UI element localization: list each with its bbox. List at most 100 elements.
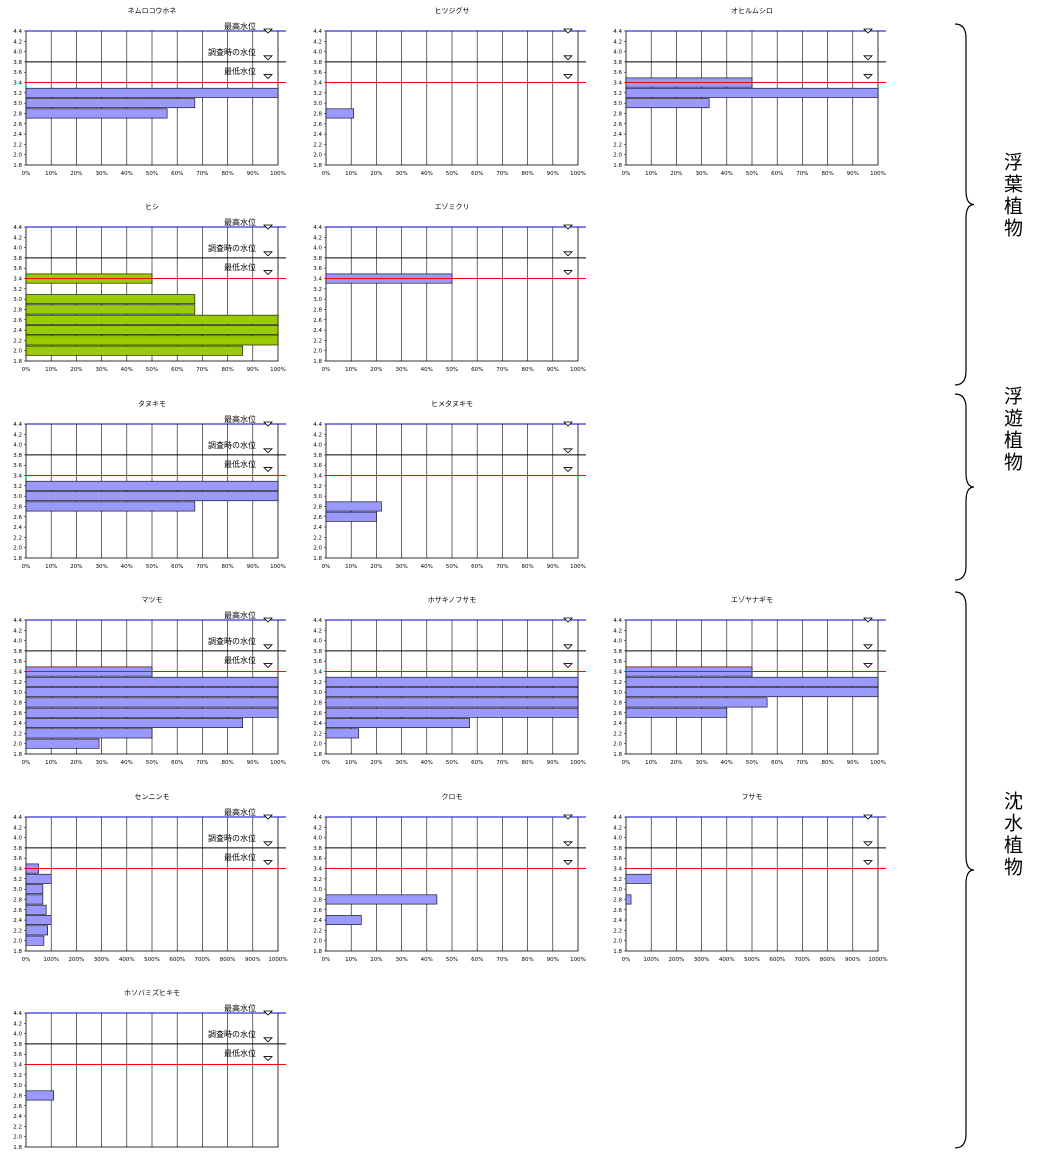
- level-marker-icon: [263, 841, 273, 847]
- chart-title: ホソバミズヒキモ: [124, 988, 180, 997]
- y-tick-label: 2.8: [613, 111, 622, 117]
- bar: [25, 294, 196, 305]
- charts-layer: 1.8 2.0 2.2 2.4 2.6 2.8 3.0 3.2 3.4 3.6 3.8 4.0 4.2 4…: [13, 6, 887, 1151]
- x-tick-label: 100%: [570, 957, 586, 963]
- x-tick-label: 30%: [395, 760, 407, 766]
- y-tick-label: 3.4: [13, 670, 22, 676]
- bar: [325, 728, 360, 739]
- level-marker-icon: [263, 224, 273, 230]
- y-tick-label: 3.8: [13, 256, 22, 262]
- y-tick-label: 4.0: [313, 639, 322, 645]
- bar: [625, 697, 768, 708]
- x-tick-label: 90%: [547, 171, 559, 177]
- max-level-label: 最高水位: [224, 21, 256, 31]
- x-tick-label: 60%: [171, 760, 183, 766]
- x-tick-label: 30%: [395, 367, 407, 373]
- x-tick-label: 50%: [146, 367, 158, 373]
- level-marker-icon: [563, 421, 573, 427]
- x-tick-label: 30%: [395, 171, 407, 177]
- x-tick-label: 20%: [370, 957, 382, 963]
- x-tick-label: 600%: [769, 957, 785, 963]
- bar: [325, 676, 579, 687]
- chart-title: エゾヤナギモ: [731, 596, 773, 604]
- x-tick-label: 20%: [370, 760, 382, 766]
- y-tick-label: 2.0: [613, 153, 622, 159]
- level-marker-icon: [863, 28, 873, 34]
- y-tick-label: 3.6: [13, 856, 22, 862]
- level-marker-icon: [563, 860, 573, 866]
- x-tick-label: 30%: [95, 367, 107, 373]
- x-tick-label: 70%: [496, 957, 508, 963]
- x-tick-label: 10%: [645, 171, 657, 177]
- y-tick-label: 2.8: [613, 700, 622, 706]
- bar: [625, 676, 879, 687]
- y-tick-label: 1.8: [313, 359, 322, 365]
- y-tick-label: 1.8: [313, 163, 322, 169]
- y-tick-label: 3.4: [613, 81, 622, 87]
- y-tick-label: 2.8: [13, 700, 22, 706]
- level-marker-icon: [263, 270, 273, 276]
- y-tick-label: 4.4: [613, 815, 622, 821]
- x-tick-label: 20%: [70, 760, 82, 766]
- x-tick-label: 80%: [821, 171, 833, 177]
- x-tick-label: 50%: [446, 564, 458, 570]
- y-tick-label: 2.6: [313, 515, 322, 521]
- level-marker-icon: [263, 663, 273, 669]
- x-tick-label: 20%: [70, 171, 82, 177]
- x-tick-label: 50%: [446, 367, 458, 373]
- survey-level-label: 調査時の水位: [208, 440, 256, 450]
- y-tick-label: 4.2: [13, 1021, 22, 1027]
- bar: [25, 904, 47, 915]
- bar: [25, 935, 45, 946]
- y-tick-label: 3.4: [13, 1063, 22, 1069]
- bar: [25, 491, 279, 502]
- x-tick-label: 0%: [22, 367, 31, 373]
- survey-level-label: 調査時の水位: [208, 636, 256, 646]
- level-marker-icon: [263, 644, 273, 650]
- x-tick-label: 100%: [270, 171, 286, 177]
- x-tick-label: 70%: [796, 171, 808, 177]
- y-tick-label: 2.2: [13, 142, 22, 148]
- chart-title: ヒシ: [145, 203, 159, 211]
- x-tick-label: 100%: [570, 367, 586, 373]
- y-tick-label: 4.4: [313, 618, 322, 624]
- y-tick-label: 3.4: [613, 867, 622, 873]
- y-tick-label: 2.4: [313, 328, 322, 334]
- min-level-label: 最低水位: [224, 262, 256, 272]
- y-tick-label: 2.8: [313, 897, 322, 903]
- x-tick-label: 0%: [22, 171, 31, 177]
- x-tick-label: 20%: [670, 760, 682, 766]
- x-tick-label: 0%: [622, 760, 631, 766]
- bracket-floating-leaf: [954, 23, 975, 386]
- y-tick-label: 3.2: [13, 680, 22, 686]
- y-tick-label: 2.4: [313, 132, 322, 138]
- x-tick-label: 100%: [570, 564, 586, 570]
- y-tick-label: 3.6: [313, 266, 322, 272]
- x-tick-label: 0%: [622, 957, 631, 963]
- y-tick-label: 3.2: [613, 680, 622, 686]
- x-tick-label: 700%: [195, 957, 211, 963]
- y-tick-label: 4.2: [613, 39, 622, 45]
- min-level-label: 最低水位: [224, 1048, 256, 1058]
- bar: [25, 314, 279, 325]
- y-tick-label: 3.4: [313, 867, 322, 873]
- x-tick-label: 1000%: [868, 957, 887, 963]
- x-tick-label: 200%: [69, 957, 85, 963]
- y-tick-label: 4.2: [613, 628, 622, 634]
- x-tick-label: 400%: [119, 957, 135, 963]
- bar: [625, 894, 632, 905]
- y-tick-label: 3.4: [313, 277, 322, 283]
- x-tick-label: 40%: [121, 760, 133, 766]
- x-tick-label: 100%: [43, 957, 59, 963]
- y-tick-label: 4.4: [13, 422, 22, 428]
- y-tick-label: 2.4: [613, 918, 622, 924]
- x-tick-label: 90%: [847, 760, 859, 766]
- y-tick-label: 2.0: [13, 742, 22, 748]
- x-tick-label: 80%: [521, 760, 533, 766]
- bar: [25, 697, 279, 708]
- x-tick-label: 100%: [270, 367, 286, 373]
- y-tick-label: 4.2: [13, 825, 22, 831]
- bar: [325, 707, 579, 718]
- y-tick-label: 1.8: [13, 752, 22, 758]
- x-tick-label: 20%: [70, 564, 82, 570]
